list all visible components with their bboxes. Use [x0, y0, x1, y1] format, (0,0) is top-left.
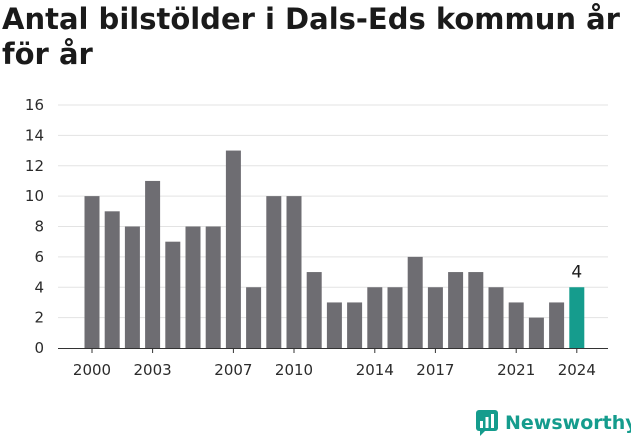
bar-2011: [306, 272, 322, 348]
bar-2014: [367, 287, 383, 348]
y-tick-label: 14: [25, 126, 44, 144]
bar-2020: [488, 287, 504, 348]
gridlines: [58, 104, 608, 319]
data-label-2024: 4: [571, 262, 582, 282]
x-tick-label: 2021: [497, 361, 535, 379]
bar-2021: [508, 302, 524, 348]
bar-2019: [468, 272, 484, 348]
x-tick-label: 2017: [416, 361, 454, 379]
bar-2023: [549, 302, 565, 348]
newsworthy-logo: Newsworthy: [476, 408, 631, 438]
brand-name: Newsworthy: [505, 412, 631, 434]
bar-2009: [266, 196, 282, 348]
bar-2006: [205, 226, 221, 348]
bar-2010: [286, 196, 302, 348]
y-tick-label: 4: [34, 278, 44, 296]
bar-2013: [347, 302, 363, 348]
y-axis-ticks: 0 2 4 6 8 10 12 14 16: [25, 96, 44, 357]
y-tick-label: 12: [25, 157, 44, 175]
bar-2018: [448, 272, 464, 348]
bar-2016: [407, 256, 423, 348]
data-labels: 4: [571, 262, 582, 282]
bar-2001: [104, 211, 120, 348]
y-tick-label: 10: [25, 187, 44, 205]
x-tick-label: 2010: [275, 361, 313, 379]
y-tick-label: 16: [25, 96, 44, 114]
bar-2002: [124, 226, 140, 348]
bar-2005: [185, 226, 201, 348]
y-tick-label: 6: [34, 248, 44, 266]
x-axis-ticks: 2000 2003 2007 2010 2014 2017 2021 2024: [73, 348, 596, 379]
bar-2008: [246, 287, 262, 348]
y-tick-label: 2: [34, 309, 44, 327]
bar-2003: [145, 180, 161, 348]
bar-2017: [427, 287, 443, 348]
chart-title: Antal bilstölder i Dals-Eds kommun år fö…: [2, 2, 620, 71]
bar-2022: [528, 317, 544, 348]
bar-2004: [165, 241, 181, 348]
bar-2007: [225, 150, 241, 348]
bar-2024: [569, 287, 585, 348]
bars: [84, 150, 585, 348]
bar-2015: [387, 287, 403, 348]
x-tick-label: 2007: [214, 361, 252, 379]
x-tick-label: 2000: [73, 361, 111, 379]
newsworthy-icon: [476, 410, 498, 436]
bar-2000: [84, 196, 100, 348]
x-tick-label: 2014: [356, 361, 394, 379]
x-tick-label: 2003: [134, 361, 172, 379]
y-tick-label: 8: [34, 218, 44, 236]
x-tick-label: 2024: [558, 361, 596, 379]
y-tick-label: 0: [34, 339, 44, 357]
bar-2012: [326, 302, 342, 348]
